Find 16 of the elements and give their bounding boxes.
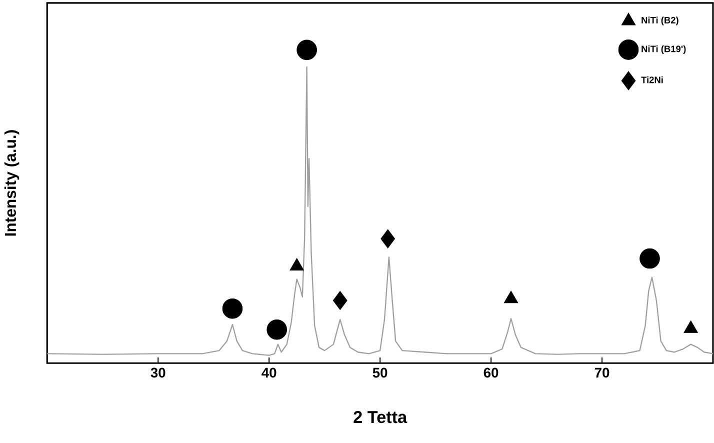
x-tick-label: 60	[484, 368, 498, 378]
y-axis-title: Intensity (a.u.)	[4, 130, 20, 236]
legend-label: NiTi (B2)	[642, 16, 678, 26]
point	[380, 229, 396, 248]
legend-label: Ti2Ni	[641, 76, 663, 83]
point	[296, 40, 317, 60]
point	[266, 319, 288, 340]
x-tick-label: 70	[594, 368, 610, 378]
x-tick-label: 50	[372, 368, 388, 378]
x-tick-label: 30	[150, 368, 166, 378]
legend-label: NiTi (B19')	[642, 45, 686, 54]
x-axis-title: 2 Tetta	[354, 410, 408, 423]
x-tick-label: 40	[262, 368, 276, 378]
point	[640, 248, 660, 269]
point	[332, 290, 348, 310]
point	[222, 298, 243, 319]
